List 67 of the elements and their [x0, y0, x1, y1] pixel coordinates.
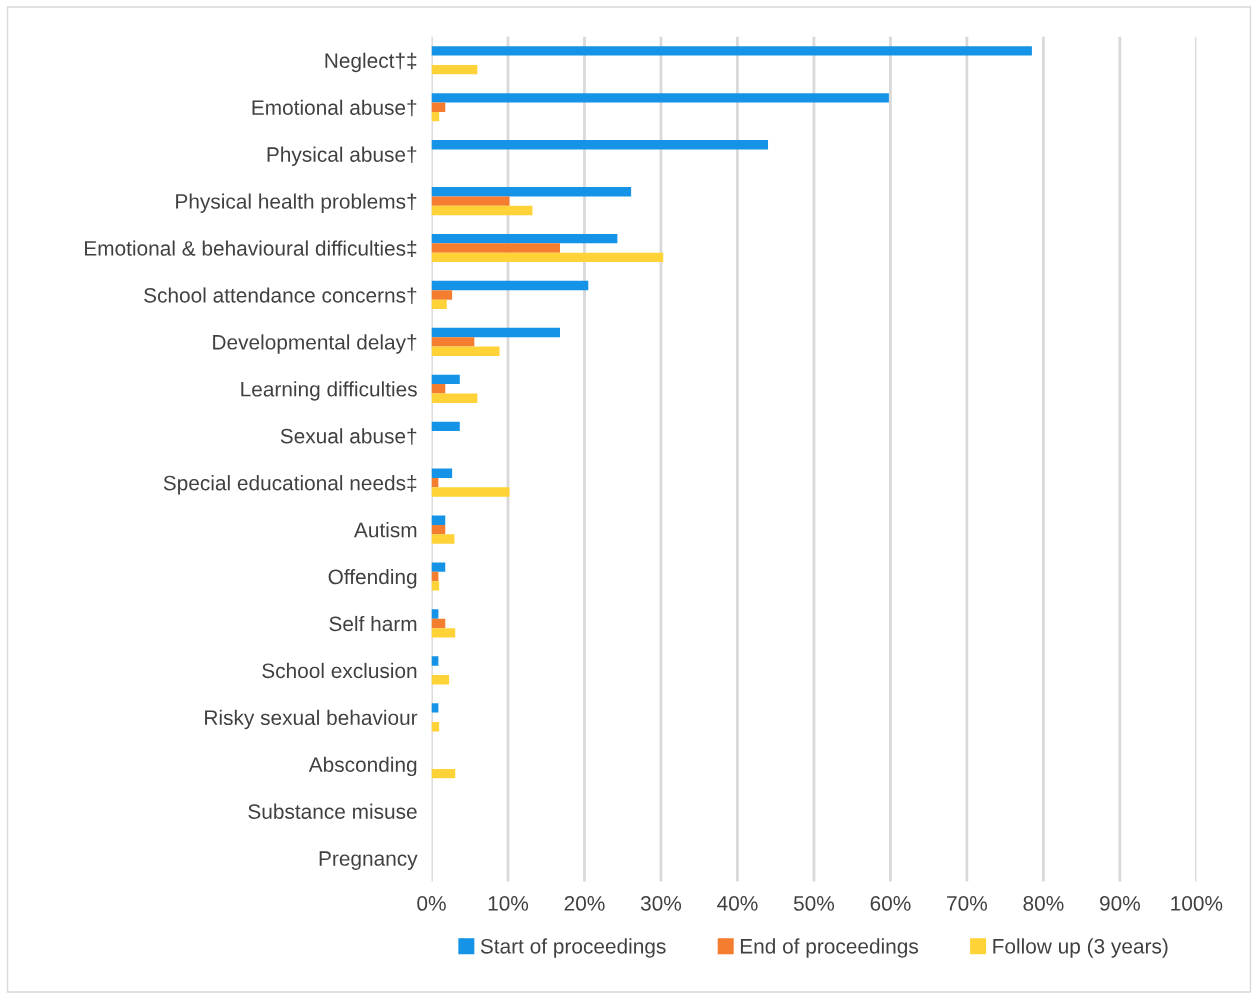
bar: [431, 628, 456, 638]
bar: [431, 196, 510, 206]
legend-label: Follow up (3 years): [993, 938, 1168, 958]
y-tick-label: Self harm: [329, 615, 417, 632]
y-tick-label: Pregnancy: [319, 851, 418, 870]
bar: [431, 393, 478, 403]
bar: [431, 515, 446, 525]
bar: [431, 205, 533, 216]
y-tick-label: Absconding: [308, 756, 417, 777]
x-tick-label: 20%: [564, 896, 605, 911]
y-tick-label: Special educational needs‡: [163, 475, 417, 495]
bar: [431, 186, 632, 197]
y-tick-label: Sexual abuse†: [280, 428, 417, 445]
bar: [431, 487, 510, 497]
legend-label: End of proceedings: [740, 938, 919, 958]
bar: [431, 299, 447, 310]
bar: [431, 703, 439, 713]
bar: [431, 675, 450, 685]
bar: [431, 290, 453, 300]
bar: [431, 609, 439, 619]
y-tick-label: Neglect†‡: [325, 52, 417, 73]
x-tick-label: 50%: [793, 896, 835, 911]
x-tick-label: 30%: [640, 896, 682, 911]
x-tick-label: 70%: [947, 896, 988, 911]
x-tick-label: 10%: [488, 896, 529, 911]
x-tick-label: 60%: [870, 896, 911, 911]
x-tick-label: 100%: [1171, 896, 1223, 911]
y-tick-label: Physical abuse†: [267, 146, 417, 167]
bar: [431, 618, 446, 629]
x-tick-label: 90%: [1100, 896, 1140, 911]
y-tick-label: Substance misuse: [248, 803, 417, 819]
bar: [431, 346, 500, 356]
bar: [431, 102, 446, 112]
y-tick-label: Risky sexual behaviour: [205, 709, 418, 730]
bar: [431, 337, 475, 347]
bar: [431, 534, 455, 544]
bar: [431, 46, 1032, 56]
y-tick-label: Emotional & behavioural difficulties‡: [85, 240, 417, 257]
bar: [431, 562, 446, 572]
bar: [431, 243, 560, 253]
x-tick-label: 0%: [417, 896, 446, 911]
x-tick-label: 40%: [717, 896, 758, 911]
y-tick-label: Emotional abuse†: [252, 99, 417, 117]
x-tick-label: 80%: [1023, 896, 1064, 911]
bar: [431, 524, 446, 535]
y-tick-label: Developmental delay†: [213, 334, 417, 354]
bar: [431, 384, 446, 394]
y-tick-label: Learning difficulties: [241, 381, 417, 401]
bar: [431, 280, 589, 291]
y-tick-label: Autism: [353, 522, 417, 538]
legend-label: Start of proceedings: [480, 938, 666, 958]
bar: [431, 421, 460, 432]
y-tick-label: School exclusion: [262, 662, 417, 679]
bar: [431, 233, 618, 244]
bar: [431, 468, 453, 478]
bar: [431, 768, 456, 779]
bar: [431, 581, 440, 591]
bar: [431, 140, 769, 150]
bar: [431, 374, 460, 385]
bar: [431, 64, 478, 75]
bar: [431, 252, 664, 263]
y-tick-label: Offending: [328, 568, 417, 589]
bar: [431, 656, 439, 666]
bar: [431, 93, 889, 103]
y-tick-label: School attendance concerns†: [144, 287, 417, 304]
y-tick-label: Physical health problems†: [176, 193, 417, 213]
bar: [431, 327, 560, 338]
